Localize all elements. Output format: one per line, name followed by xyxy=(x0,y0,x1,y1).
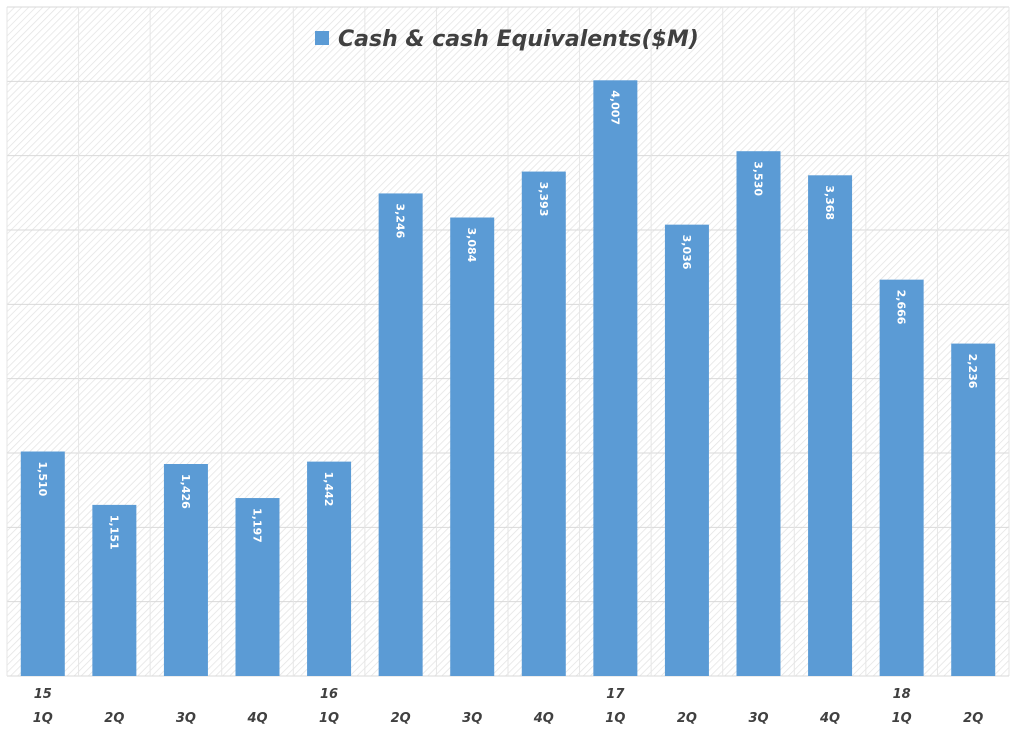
x-tick-quarter: 2Q xyxy=(677,711,697,726)
bar xyxy=(307,461,352,676)
data-label: 1,151 xyxy=(107,515,120,550)
bar xyxy=(879,279,924,676)
data-label: 3,368 xyxy=(823,185,836,220)
data-label: 1,197 xyxy=(251,508,264,543)
bar xyxy=(808,175,853,677)
bar xyxy=(664,224,709,676)
data-label: 2,236 xyxy=(966,354,979,389)
x-tick-year: 17 xyxy=(606,687,625,702)
bar xyxy=(20,451,65,676)
x-tick-quarter: 2Q xyxy=(104,711,124,726)
data-labels: 1,510 1,151 1,426 1,197 1,442 3,246 3,084 3,393… xyxy=(36,90,979,549)
data-label: 4,007 xyxy=(608,90,621,125)
x-tick-year: 15 xyxy=(34,687,52,702)
data-label: 3,393 xyxy=(537,182,550,217)
x-tick-quarter: 3Q xyxy=(748,711,768,726)
data-label: 2,666 xyxy=(895,290,908,325)
x-axis-ticks: 15 1Q 2Q 3Q 4Q 16 1Q 2Q 3Q 4Q 17 1Q 2Q 3Q 4Q 18 1Q 2Q xyxy=(33,687,984,726)
x-tick-quarter: 1Q xyxy=(892,711,912,726)
data-label: 3,246 xyxy=(394,203,407,238)
x-tick-quarter: 1Q xyxy=(319,711,339,726)
x-tick-year: 16 xyxy=(320,687,338,702)
data-label: 1,426 xyxy=(179,474,192,509)
x-tick-quarter: 2Q xyxy=(963,711,983,726)
x-tick-quarter: 4Q xyxy=(533,711,554,726)
bar xyxy=(92,504,137,676)
bar xyxy=(450,217,495,676)
x-tick-year: 18 xyxy=(893,687,911,702)
bar xyxy=(736,151,781,676)
legend: Cash & cash Equivalents($M) xyxy=(315,27,699,52)
bar xyxy=(593,80,638,676)
x-tick-quarter: 4Q xyxy=(819,711,840,726)
data-label: 3,084 xyxy=(465,228,478,263)
x-tick-quarter: 2Q xyxy=(391,711,411,726)
bars xyxy=(20,80,996,677)
bar xyxy=(951,343,996,676)
x-tick-quarter: 1Q xyxy=(33,711,53,726)
data-label: 1,442 xyxy=(322,472,335,507)
x-tick-quarter: 4Q xyxy=(246,711,267,726)
x-tick-quarter: 3Q xyxy=(176,711,196,726)
bar xyxy=(163,464,208,676)
bar xyxy=(378,193,423,677)
bar xyxy=(235,498,280,676)
x-tick-quarter: 1Q xyxy=(605,711,625,726)
legend-swatch xyxy=(315,31,329,45)
x-tick-quarter: 3Q xyxy=(462,711,482,726)
data-label: 3,036 xyxy=(680,235,693,270)
data-label: 1,510 xyxy=(36,462,49,497)
data-label: 3,530 xyxy=(752,161,765,196)
bar xyxy=(521,171,566,676)
legend-label: Cash & cash Equivalents($M) xyxy=(338,27,699,52)
